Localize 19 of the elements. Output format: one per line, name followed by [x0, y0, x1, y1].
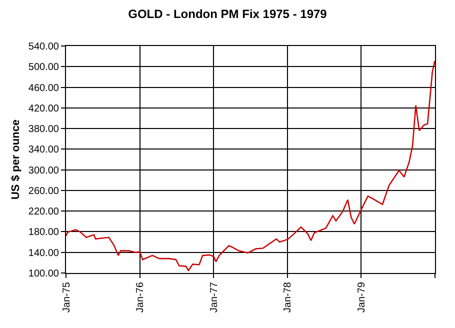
- x-tick-label: Jan-76: [135, 282, 146, 313]
- x-tick-label: Jan-79: [356, 282, 368, 313]
- y-tick-label: 420.00: [28, 103, 60, 114]
- x-tick-label: Jan-77: [208, 282, 220, 313]
- y-axis-title: US $ per ounce: [10, 119, 22, 200]
- x-tick-label: Jan-78: [282, 282, 294, 313]
- y-tick-label: 500.00: [28, 62, 60, 74]
- y-tick-label: 220.00: [28, 206, 60, 218]
- y-tick-label: 260.00: [28, 186, 60, 197]
- y-tick-label: 340.00: [28, 144, 60, 156]
- y-tick-label: 540.00: [28, 42, 60, 52]
- y-tick-label: 460.00: [28, 82, 60, 94]
- chart-title: GOLD - London PM Fix 1975 - 1979: [128, 7, 328, 22]
- y-tick-label: 100.00: [28, 268, 60, 280]
- y-tick-label: 300.00: [28, 165, 60, 176]
- y-tick-label: 380.00: [28, 124, 60, 136]
- x-tick-label: Jan-75: [61, 282, 72, 313]
- y-tick-label: 180.00: [28, 227, 60, 238]
- y-tick-label: 140.00: [28, 248, 60, 259]
